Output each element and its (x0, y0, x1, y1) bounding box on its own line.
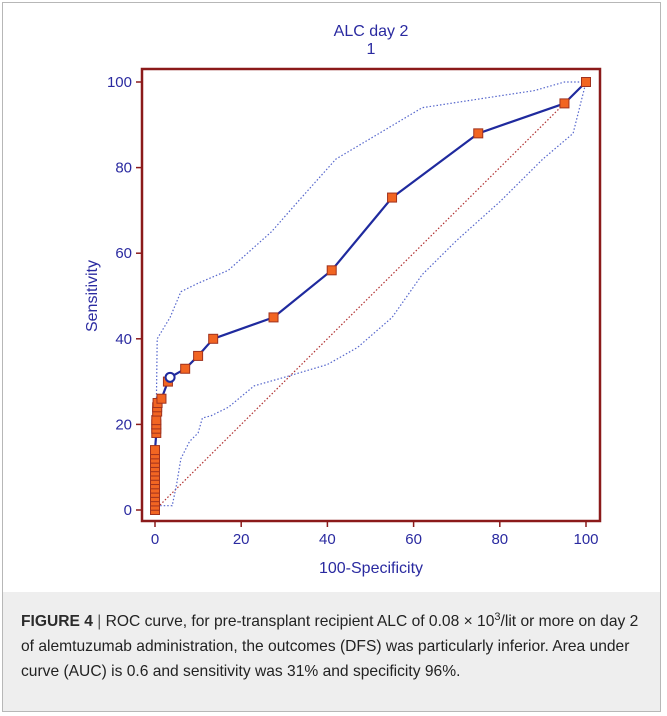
y-tick-label: 60 (115, 245, 132, 262)
roc-point (559, 98, 570, 109)
y-tick-label: 20 (115, 416, 132, 433)
roc-point (208, 333, 219, 344)
chart-subtitle: 1 (367, 41, 376, 58)
roc-point (473, 128, 484, 139)
roc-point (581, 77, 591, 87)
figure-caption: FIGURE 4 | ROC curve, for pre-transplant… (3, 592, 660, 711)
x-tick-label: 80 (491, 531, 508, 548)
marker-layer (150, 77, 591, 515)
roc-point (156, 393, 167, 404)
x-tick-label: 100 (573, 531, 598, 548)
y-tick-label: 100 (107, 74, 132, 91)
roc-point (387, 192, 398, 203)
plot-frame (140, 67, 602, 523)
caption-superscript: 3 (494, 611, 501, 623)
caption-text: ROC curve, for pre-transplant recipient … (105, 613, 495, 631)
y-axis-label: Sensitivity (84, 260, 101, 332)
chart-title: ALC day 2 (334, 23, 409, 40)
roc-point (326, 265, 337, 276)
roc-point (180, 363, 191, 374)
caption-label: FIGURE 4 (21, 613, 93, 631)
roc-chart: ALC day 2 1 0 20 40 60 80 100 0 20 40 60 80 100 10… (84, 23, 602, 577)
series-layer (153, 81, 587, 511)
x-tick-label: 40 (319, 531, 336, 548)
roc-point (268, 312, 279, 323)
x-tick-label: 20 (233, 531, 250, 548)
roc-point (151, 415, 162, 426)
reference-diagonal-line (154, 81, 587, 511)
x-tick-label: 60 (405, 531, 422, 548)
y-axis: 0 20 40 60 80 100 (107, 74, 142, 519)
y-tick-label: 80 (115, 160, 132, 177)
x-tick-label: 0 (151, 531, 159, 548)
ci-lower-line (154, 81, 587, 511)
x-axis: 0 20 40 60 80 100 (151, 521, 599, 548)
roc-point (150, 445, 160, 456)
y-tick-label: 0 (124, 502, 132, 519)
roc-cutoff-point (164, 371, 176, 383)
roc-point (193, 350, 204, 361)
caption-separator: | (92, 613, 106, 631)
caption-rest: /lit or more on day 2 of alemtuzumab adm… (21, 613, 639, 681)
ci-upper-line (154, 81, 586, 511)
x-axis-label: 100-Specificity (319, 560, 423, 577)
y-tick-label: 40 (115, 331, 132, 348)
